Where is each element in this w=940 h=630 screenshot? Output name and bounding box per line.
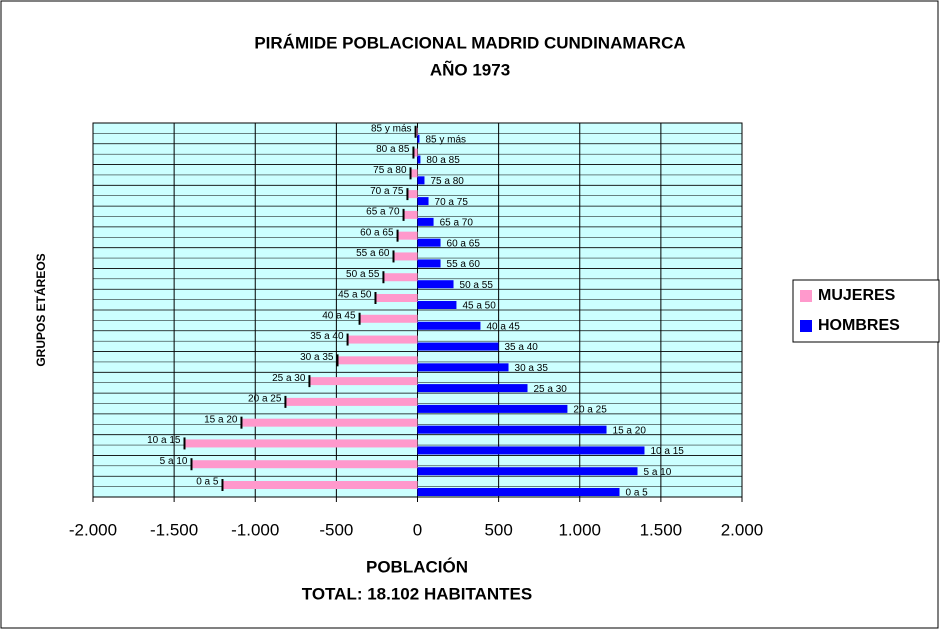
data-label: 5 a 10 bbox=[160, 456, 188, 467]
x-tick-label: 2.000 bbox=[721, 520, 764, 539]
data-label: 60 a 65 bbox=[360, 227, 394, 238]
bar bbox=[417, 259, 441, 268]
bar bbox=[417, 488, 620, 496]
data-label: 65 a 70 bbox=[366, 207, 400, 218]
data-label: 40 a 45 bbox=[486, 321, 520, 332]
bar bbox=[407, 190, 418, 199]
bar bbox=[309, 377, 418, 386]
x-tick-label: 1.000 bbox=[558, 520, 601, 539]
bar bbox=[417, 301, 457, 309]
data-label: 85 y más bbox=[425, 134, 466, 145]
bar bbox=[347, 335, 418, 344]
x-tick-label: -1.000 bbox=[231, 520, 279, 539]
bar bbox=[417, 176, 425, 185]
data-label: 0 a 5 bbox=[626, 488, 649, 499]
data-label: 45 a 50 bbox=[462, 301, 496, 312]
bar bbox=[417, 155, 421, 164]
data-label: 55 a 60 bbox=[356, 248, 390, 259]
bar bbox=[417, 425, 607, 434]
bar bbox=[410, 169, 418, 178]
data-label: 20 a 25 bbox=[573, 405, 607, 416]
data-label: 30 a 35 bbox=[300, 352, 334, 363]
data-label: 85 y más bbox=[371, 123, 412, 134]
bar bbox=[417, 446, 645, 455]
data-label: 50 a 55 bbox=[346, 269, 380, 280]
data-label: 5 a 10 bbox=[644, 467, 672, 478]
bar bbox=[417, 217, 434, 226]
x-tick-label: -1.500 bbox=[150, 520, 198, 539]
data-label: 75 a 80 bbox=[430, 176, 464, 187]
x-tick-label: -500 bbox=[319, 520, 353, 539]
bar bbox=[337, 356, 418, 365]
data-label: 75 a 80 bbox=[373, 165, 407, 176]
x-axis-title: POBLACIÓN bbox=[366, 557, 468, 576]
data-label: 65 a 70 bbox=[440, 218, 474, 229]
bar bbox=[417, 197, 429, 206]
legend-label: MUJERES bbox=[818, 287, 896, 304]
data-label: 20 a 25 bbox=[248, 394, 282, 405]
legend-swatch bbox=[800, 320, 812, 332]
bar bbox=[403, 210, 418, 219]
x-tick-label: 500 bbox=[484, 520, 512, 539]
bar bbox=[417, 404, 568, 413]
chart-subtitle: AÑO 1973 bbox=[430, 59, 510, 79]
bar bbox=[417, 363, 509, 372]
bar bbox=[393, 252, 418, 261]
bar bbox=[222, 481, 418, 489]
data-label: 40 a 45 bbox=[322, 310, 356, 321]
data-label: 80 a 85 bbox=[376, 144, 410, 155]
data-label: 25 a 30 bbox=[534, 384, 568, 395]
data-label: 35 a 40 bbox=[310, 331, 344, 342]
bar bbox=[417, 342, 499, 351]
bar bbox=[417, 467, 638, 476]
data-label: 70 a 75 bbox=[370, 186, 404, 197]
bar bbox=[417, 134, 420, 143]
data-label: 55 a 60 bbox=[447, 259, 481, 270]
x-tick-label: -2.000 bbox=[69, 520, 117, 539]
bar bbox=[413, 148, 418, 157]
legend bbox=[792, 279, 940, 343]
data-label: 50 a 55 bbox=[460, 280, 494, 291]
bar bbox=[285, 397, 418, 406]
data-label: 45 a 50 bbox=[338, 290, 372, 301]
data-label: 15 a 20 bbox=[613, 425, 647, 436]
bar bbox=[241, 418, 418, 427]
bar bbox=[417, 384, 528, 393]
y-axis-title: GRUPOS ETÁREOS bbox=[33, 253, 48, 366]
data-label: 10 a 15 bbox=[650, 446, 684, 457]
legend-label: HOMBRES bbox=[818, 317, 900, 334]
data-label: 80 a 85 bbox=[426, 155, 460, 166]
x-tick-label: 1.500 bbox=[640, 520, 683, 539]
bar bbox=[417, 280, 454, 289]
data-label: 60 a 65 bbox=[447, 238, 481, 249]
legend-swatch bbox=[800, 290, 812, 302]
data-label: 70 a 75 bbox=[435, 197, 469, 208]
bar bbox=[417, 238, 441, 247]
bar bbox=[184, 439, 418, 448]
x-tick-label: 0 bbox=[413, 520, 422, 539]
bar bbox=[397, 231, 418, 240]
bar bbox=[191, 460, 418, 469]
bar bbox=[375, 294, 418, 302]
data-label: 25 a 30 bbox=[272, 373, 306, 384]
data-label: 0 a 5 bbox=[196, 477, 219, 488]
data-label: 10 a 15 bbox=[147, 435, 181, 446]
bar bbox=[359, 314, 418, 323]
data-label: 30 a 35 bbox=[515, 363, 549, 374]
x-axis-subtitle: TOTAL: 18.102 HABITANTES bbox=[302, 584, 532, 603]
bar bbox=[417, 321, 481, 330]
data-label: 35 a 40 bbox=[504, 342, 538, 353]
chart-title: PIRÁMIDE POBLACIONAL MADRID CUNDINAMARCA bbox=[254, 33, 685, 52]
bar bbox=[383, 273, 418, 282]
data-label: 15 a 20 bbox=[204, 414, 238, 425]
